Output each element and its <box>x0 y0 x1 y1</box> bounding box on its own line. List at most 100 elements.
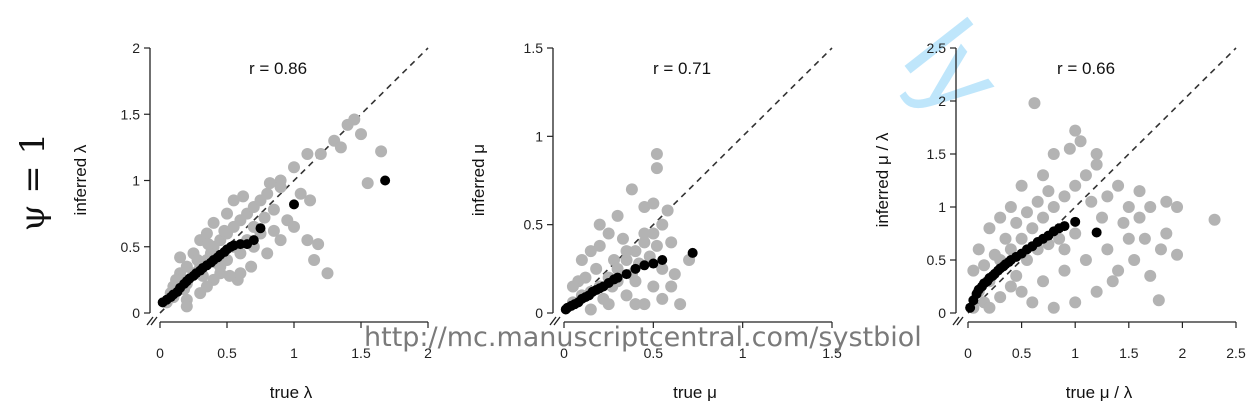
black-point <box>289 199 299 210</box>
x-tick-label: 1.5 <box>822 345 842 361</box>
gray-point <box>348 113 361 126</box>
gray-point <box>263 177 276 190</box>
gray-point <box>967 264 980 277</box>
x-tick-label: 2 <box>1179 345 1187 361</box>
gray-point <box>584 245 597 258</box>
gray-point <box>1063 142 1076 155</box>
gray-point <box>1069 124 1082 137</box>
gray-point <box>1144 201 1157 213</box>
gray-point <box>221 207 233 220</box>
gray-point <box>616 232 629 245</box>
gray-point <box>972 243 985 256</box>
gray-point <box>1101 190 1114 203</box>
gray-point <box>665 280 678 293</box>
y-tick-label: 1.5 <box>927 146 947 162</box>
y-tick-label: 0 <box>535 305 543 321</box>
gray-point <box>245 260 258 273</box>
y-tick-label: 0.5 <box>524 217 544 233</box>
axis-break-mark <box>549 316 557 326</box>
black-point <box>380 175 391 186</box>
gray-point <box>1053 232 1066 245</box>
gray-point <box>258 211 271 224</box>
x-tick-label: 0.5 <box>644 345 664 361</box>
gray-point <box>1144 269 1157 282</box>
gray-point <box>656 262 669 275</box>
x-tick-label: 0 <box>560 345 568 361</box>
x-tick-label: 2.5 <box>1226 345 1246 361</box>
watermark: ly <box>881 0 1027 137</box>
gray-point <box>1004 201 1017 213</box>
gray-point <box>1037 169 1050 182</box>
correlation-label: r = 0.66 <box>1057 59 1115 78</box>
gray-point <box>1171 201 1184 213</box>
gray-point <box>593 239 606 252</box>
gray-point <box>1042 185 1055 198</box>
gray-point <box>1004 243 1017 256</box>
gray-point <box>1069 296 1082 309</box>
gray-point <box>1047 201 1060 213</box>
gray-point <box>1058 243 1071 256</box>
gray-point <box>274 234 287 247</box>
gray-point <box>261 247 274 260</box>
gray-point <box>584 303 597 316</box>
y-tick-label: 1.5 <box>524 40 544 56</box>
gray-point <box>650 239 663 252</box>
x-tick-label: 1.5 <box>1119 345 1139 361</box>
gray-point <box>575 254 588 266</box>
gray-point <box>661 204 674 217</box>
gray-point <box>625 183 638 196</box>
gray-point <box>638 236 651 249</box>
gray-point <box>294 187 307 200</box>
black-point <box>687 247 698 258</box>
black-point <box>612 272 623 283</box>
gray-point <box>674 298 687 311</box>
gray-point <box>656 218 669 231</box>
gray-point <box>1031 195 1044 208</box>
gray-point <box>1138 232 1151 245</box>
identity-line <box>159 47 429 314</box>
gray-point <box>1047 148 1060 160</box>
gray-point <box>629 298 642 311</box>
gray-point <box>191 254 204 266</box>
gray-point <box>620 289 633 302</box>
gray-point <box>1058 264 1071 277</box>
gray-point <box>999 232 1012 245</box>
gray-point <box>602 227 615 240</box>
gray-point <box>375 145 388 158</box>
gray-point <box>994 291 1007 304</box>
gray-point <box>1020 206 1033 219</box>
y-tick-label: 0 <box>132 305 140 321</box>
x-tick-label: 1 <box>1071 345 1079 361</box>
x-tick-label: 0 <box>964 345 972 361</box>
gray-point <box>355 128 367 141</box>
gray-point <box>1026 222 1039 235</box>
panel-ratio: 0 0.5 1 1.5 2 2.5 0 0.5 1 1.5 2 2.5 r = 0.66 true μ /… <box>873 40 1246 402</box>
gray-point <box>1004 280 1017 293</box>
gray-point <box>650 148 663 160</box>
gray-point <box>261 187 274 200</box>
black-point <box>630 263 641 274</box>
black-point <box>1091 227 1102 238</box>
gray-point <box>1074 135 1087 148</box>
gray-point <box>321 267 334 280</box>
gray-point <box>988 248 1001 261</box>
gray-point <box>1106 275 1119 288</box>
y-axis-title: inferred λ <box>71 144 90 215</box>
gray-point <box>1047 301 1060 314</box>
x-tick-label: 1 <box>739 345 747 361</box>
gray-point <box>638 227 651 240</box>
gray-point <box>1133 185 1146 198</box>
y-tick-label: 1 <box>938 199 946 215</box>
gray-point <box>1010 269 1023 282</box>
x-tick-label: 1.5 <box>351 345 371 361</box>
gray-point <box>1096 211 1108 224</box>
gray-point <box>647 197 660 210</box>
gray-point <box>194 287 207 300</box>
gray-point <box>1171 248 1184 261</box>
gray-point <box>288 161 300 174</box>
y-tick-label: 2.5 <box>927 40 947 56</box>
gray-point <box>611 209 624 222</box>
gray-point <box>1112 264 1125 277</box>
x-axis-title: true λ <box>270 383 313 402</box>
gray-point <box>1152 294 1165 307</box>
